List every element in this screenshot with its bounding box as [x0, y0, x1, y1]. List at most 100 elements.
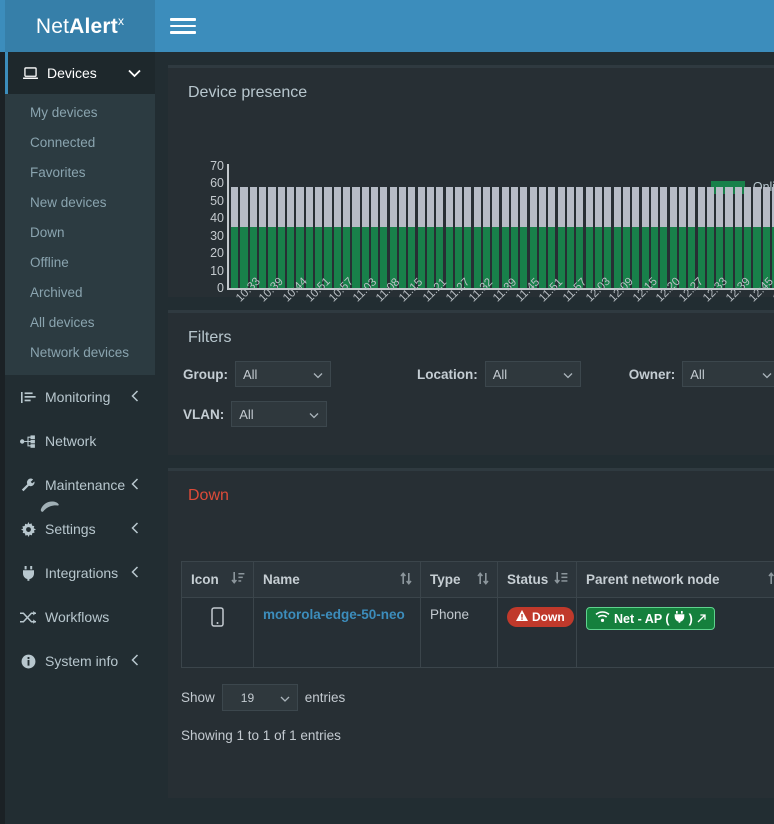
sidebar-item-integrations-label: Integrations — [45, 565, 119, 581]
sidebar-item-monitoring[interactable]: Monitoring — [5, 375, 155, 419]
cell-icon — [181, 597, 254, 668]
chart-bar-segment-other — [296, 186, 304, 227]
filters-row-2: VLAN: All — [168, 401, 774, 427]
chevron-down-icon — [563, 367, 573, 382]
laptop-icon — [20, 66, 40, 80]
column-header-status[interactable]: Status — [497, 561, 577, 598]
chart-bar — [594, 186, 603, 288]
plug-icon — [17, 565, 39, 581]
filter-location: Location: All — [417, 361, 581, 387]
chart-bar — [585, 186, 593, 288]
chart-y-axis: 0 10 20 30 40 50 60 70 — [196, 159, 224, 295]
filter-owner-select[interactable]: All — [682, 361, 774, 387]
chart-axis-horizontal — [227, 288, 774, 290]
chart-bar-segment-online — [492, 227, 500, 288]
filter-location-label: Location: — [417, 366, 478, 382]
sidebar-item-system-info[interactable]: System info — [5, 639, 155, 683]
filter-vlan: VLAN: All — [183, 401, 328, 427]
sidebar-item-new-devices[interactable]: New devices — [5, 187, 155, 217]
logo-prefix: Net — [35, 14, 70, 38]
chart-bar-segment-online — [734, 227, 742, 288]
chart-bar-segment-other — [343, 186, 351, 227]
chart-bar-segment-other — [566, 186, 575, 227]
chart-bar — [734, 186, 742, 288]
sort-icon[interactable] — [477, 571, 489, 588]
chart-bar-segment-other — [305, 186, 313, 227]
filter-group-value: All — [243, 366, 258, 382]
device-name-link[interactable]: motorola-edge-50-neo — [263, 607, 405, 622]
chart-bar-segment-other — [399, 186, 407, 227]
hamburger-menu-icon[interactable] — [170, 14, 196, 38]
chart-bar-segment-other — [716, 186, 724, 227]
wifi-icon — [595, 611, 610, 626]
cell-status: Down — [497, 597, 577, 668]
network-icon — [17, 434, 39, 448]
devices-table: Icon Name Type — [181, 561, 774, 668]
sidebar-item-network[interactable]: Network — [5, 419, 155, 463]
chart-bar-segment-other — [576, 186, 584, 227]
chart-bar-segment-other — [585, 186, 593, 227]
y-tick-label: 20 — [210, 246, 224, 261]
filter-group-select[interactable]: All — [235, 361, 331, 387]
sidebar-item-my-devices[interactable]: My devices — [5, 97, 155, 127]
chart-bar-segment-online — [613, 227, 621, 288]
down-panel-title: Down — [188, 487, 229, 504]
entries-per-page-select[interactable]: 19 — [221, 684, 298, 711]
sort-icon[interactable] — [768, 571, 774, 588]
filter-location-select[interactable]: All — [484, 361, 581, 387]
column-header-parent-network-node[interactable]: Parent network node — [576, 561, 774, 598]
sidebar-item-offline[interactable]: Offline — [5, 247, 155, 277]
chevron-down-icon — [309, 407, 319, 422]
column-header-icon[interactable]: Icon — [181, 561, 254, 598]
sort-desc-icon[interactable] — [554, 571, 568, 588]
chevron-left-icon — [131, 653, 139, 669]
parent-node-badge[interactable]: Net - AP ( ) — [586, 607, 715, 630]
column-header-name[interactable]: Name — [253, 561, 421, 598]
label: Connected — [30, 134, 96, 150]
sidebar-item-all-devices[interactable]: All devices — [5, 307, 155, 337]
chart-bar-segment-online — [576, 227, 584, 288]
sort-icon[interactable] — [400, 571, 412, 588]
chart-bar — [660, 186, 668, 288]
chart-bar — [622, 186, 631, 288]
chart-bar-segment-other — [510, 186, 519, 227]
label: Archived — [30, 284, 83, 300]
sidebar-item-down[interactable]: Down — [5, 217, 155, 247]
chart-bar-segment-other — [604, 186, 612, 227]
chart-bar-segment-online — [417, 227, 425, 288]
chart-bar — [259, 186, 267, 288]
sidebar-item-workflows[interactable]: Workflows — [5, 595, 155, 639]
sidebar-item-connected[interactable]: Connected — [5, 127, 155, 157]
sidebar-item-settings[interactable]: Settings — [5, 507, 155, 551]
column-header-type-label: Type — [430, 572, 461, 587]
sidebar-item-favorites[interactable]: Favorites — [5, 157, 155, 187]
chart-bar-segment-online — [772, 227, 774, 288]
chart-bar-segment-other — [426, 186, 435, 227]
chart-bar-segment-online — [333, 227, 341, 288]
chart-bar-segment-online — [548, 227, 556, 288]
chart-bar — [510, 186, 519, 288]
sidebar-item-network-devices[interactable]: Network devices — [5, 337, 155, 367]
chart-bar — [231, 186, 239, 288]
filter-owner-value: All — [690, 366, 705, 382]
sidebar-item-archived[interactable]: Archived — [5, 277, 155, 307]
sort-asc-icon[interactable] — [231, 571, 245, 588]
gear-icon — [17, 521, 39, 537]
filter-owner-label: Owner: — [628, 366, 676, 382]
chart-bar-segment-online — [529, 227, 537, 288]
column-header-type[interactable]: Type — [420, 561, 498, 598]
sidebar-item-devices[interactable]: Devices — [5, 52, 155, 94]
filter-vlan-select[interactable]: All — [231, 401, 328, 427]
chart-bar-segment-online — [594, 227, 603, 288]
sidebar-item-maintenance[interactable]: Maintenance — [5, 463, 155, 507]
chart-bar-segment-online — [706, 227, 714, 288]
warning-triangle-icon — [516, 610, 528, 624]
chart-bar-segment-other — [240, 186, 248, 227]
chart-bar-segment-other — [436, 186, 444, 227]
app-logo[interactable]: NetAlertx — [5, 0, 155, 52]
chevron-left-icon — [131, 389, 139, 405]
filters-row-1: Group: All Location: All Owner: — [168, 361, 774, 387]
sidebar-item-integrations[interactable]: Integrations — [5, 551, 155, 595]
chart-bar-segment-online — [557, 227, 565, 288]
